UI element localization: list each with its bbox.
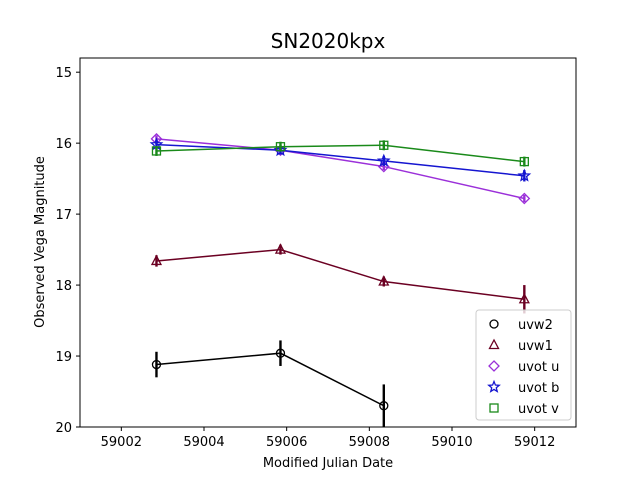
data-point [376,153,391,167]
x-axis: 59002 59004 59006 59008 59010 59012 [101,427,555,450]
legend-label: uvot v [518,402,559,417]
x-tick-label: 59004 [183,435,224,450]
series-line [156,143,525,177]
x-tick-label: 59012 [514,435,555,450]
legend-marker [487,379,501,393]
data-point [378,275,390,286]
data-point [151,146,162,156]
series-uvot-u [150,132,531,205]
data-point [151,359,162,370]
y-tick-label: 17 [55,208,72,223]
data-point [518,292,530,304]
plot-frame [79,57,577,428]
y-tick-label: 19 [55,350,72,365]
data-point [275,348,286,358]
y-tick-label: 18 [55,279,72,294]
legend-marker [488,360,500,372]
series-uvw2 [151,340,389,427]
x-tick-label: 59006 [266,435,307,450]
series-line [156,138,525,200]
y-tick-label: 15 [55,66,72,81]
series-uvw1 [150,243,530,314]
data-point [517,168,532,182]
legend-frame [475,309,572,421]
x-axis-label: Modified Julian Date [263,456,393,471]
series-line [156,352,385,407]
plot-area [149,132,532,427]
y-tick-label: 16 [55,137,72,152]
legend: uvw2 uvw1 uvot u uvot b uvot v [475,309,572,421]
x-tick-label: 59010 [431,435,472,450]
legend-marker [488,338,500,350]
legend-label: uvw1 [518,339,553,354]
data-point [150,254,163,266]
series-line [156,144,525,163]
data-point [275,142,286,152]
plot-clip-group [149,132,532,427]
legend-marker [489,319,499,329]
data-point [518,192,531,205]
series-uvot-v [151,140,529,167]
legend-marker [489,403,499,413]
y-axis-label: Observed Vega Magnitude [33,156,48,328]
x-tick-label: 59002 [101,435,142,450]
legend-label: uvw2 [518,318,553,333]
data-point [274,243,287,254]
x-tick-label: 59008 [349,435,390,450]
y-tick-label: 20 [55,421,72,436]
legend-label: uvot u [518,360,559,375]
legend-label: uvot b [518,381,559,396]
y-axis: 15 16 17 18 19 20 [55,66,80,436]
data-point [379,140,389,150]
series-line [156,248,525,301]
chart-title: SN2020kpx [271,29,386,53]
data-point [379,401,389,411]
data-point [519,156,529,167]
